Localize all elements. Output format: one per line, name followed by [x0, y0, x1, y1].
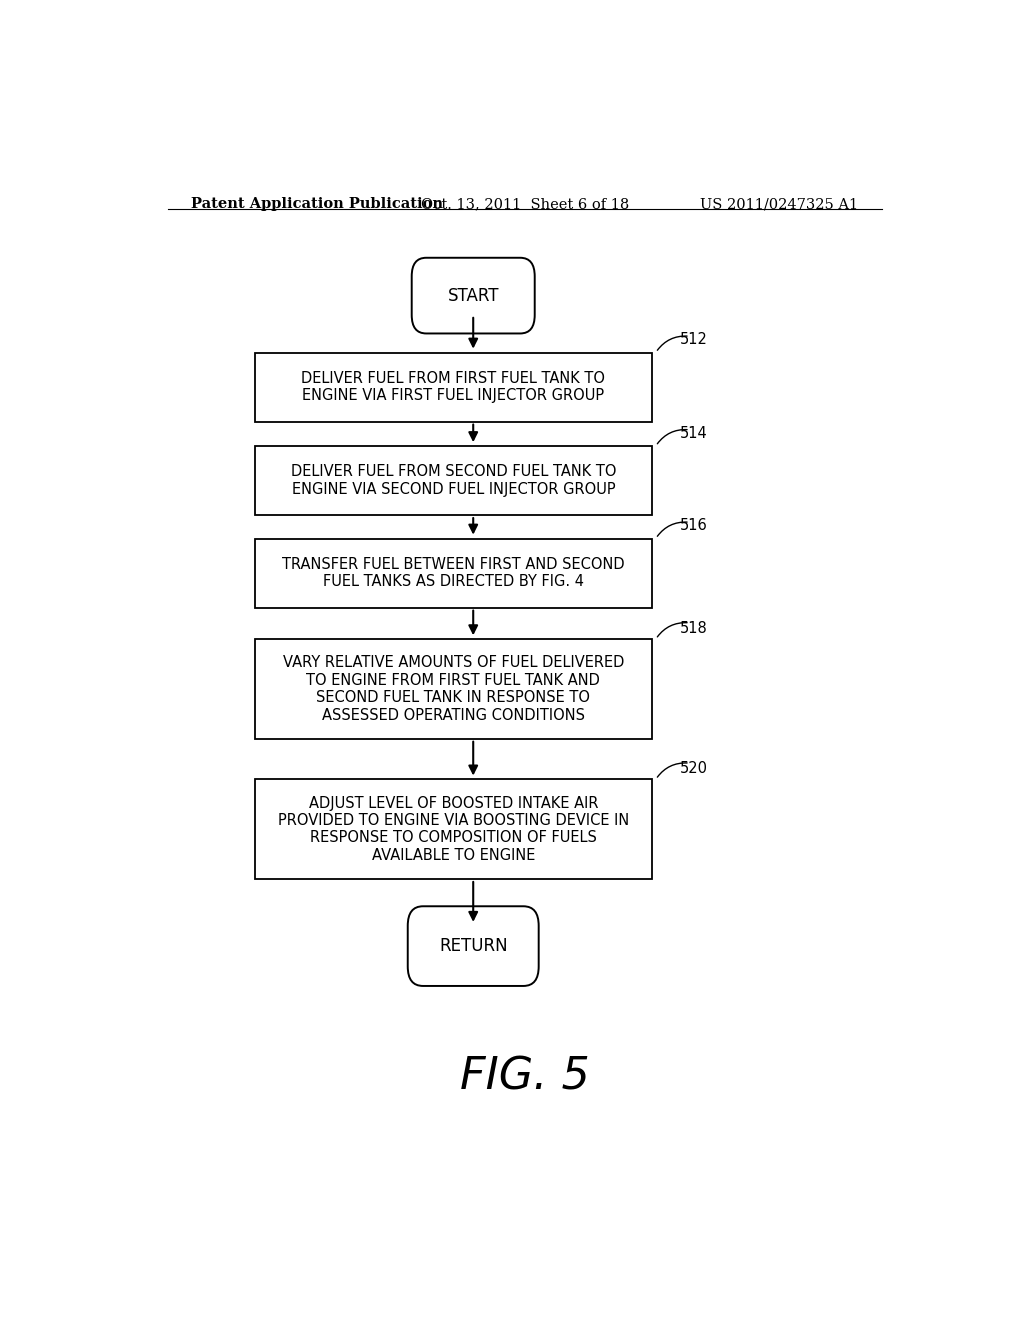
Bar: [255, 446, 651, 515]
Text: US 2011/0247325 A1: US 2011/0247325 A1: [700, 197, 858, 211]
Text: 518: 518: [680, 622, 708, 636]
Text: ADJUST LEVEL OF BOOSTED INTAKE AIR
PROVIDED TO ENGINE VIA BOOSTING DEVICE IN
RES: ADJUST LEVEL OF BOOSTED INTAKE AIR PROVI…: [278, 796, 629, 863]
Text: VARY RELATIVE AMOUNTS OF FUEL DELIVERED
TO ENGINE FROM FIRST FUEL TANK AND
SECON: VARY RELATIVE AMOUNTS OF FUEL DELIVERED …: [283, 655, 624, 722]
FancyBboxPatch shape: [412, 257, 535, 334]
Text: TRANSFER FUEL BETWEEN FIRST AND SECOND
FUEL TANKS AS DIRECTED BY FIG. 4: TRANSFER FUEL BETWEEN FIRST AND SECOND F…: [282, 557, 625, 589]
Text: DELIVER FUEL FROM SECOND FUEL TANK TO
ENGINE VIA SECOND FUEL INJECTOR GROUP: DELIVER FUEL FROM SECOND FUEL TANK TO EN…: [291, 465, 616, 496]
Bar: [255, 779, 651, 879]
Text: 520: 520: [680, 762, 708, 776]
Text: 514: 514: [680, 426, 708, 441]
Text: 512: 512: [680, 333, 708, 347]
FancyBboxPatch shape: [408, 907, 539, 986]
Text: DELIVER FUEL FROM FIRST FUEL TANK TO
ENGINE VIA FIRST FUEL INJECTOR GROUP: DELIVER FUEL FROM FIRST FUEL TANK TO ENG…: [301, 371, 605, 404]
Text: RETURN: RETURN: [439, 937, 508, 956]
Text: START: START: [447, 286, 499, 305]
Bar: [255, 639, 651, 739]
Text: 516: 516: [680, 519, 708, 533]
Text: Patent Application Publication: Patent Application Publication: [191, 197, 443, 211]
Bar: [255, 539, 651, 607]
Text: FIG. 5: FIG. 5: [460, 1056, 590, 1098]
Text: Oct. 13, 2011  Sheet 6 of 18: Oct. 13, 2011 Sheet 6 of 18: [421, 197, 629, 211]
Bar: [255, 352, 651, 421]
